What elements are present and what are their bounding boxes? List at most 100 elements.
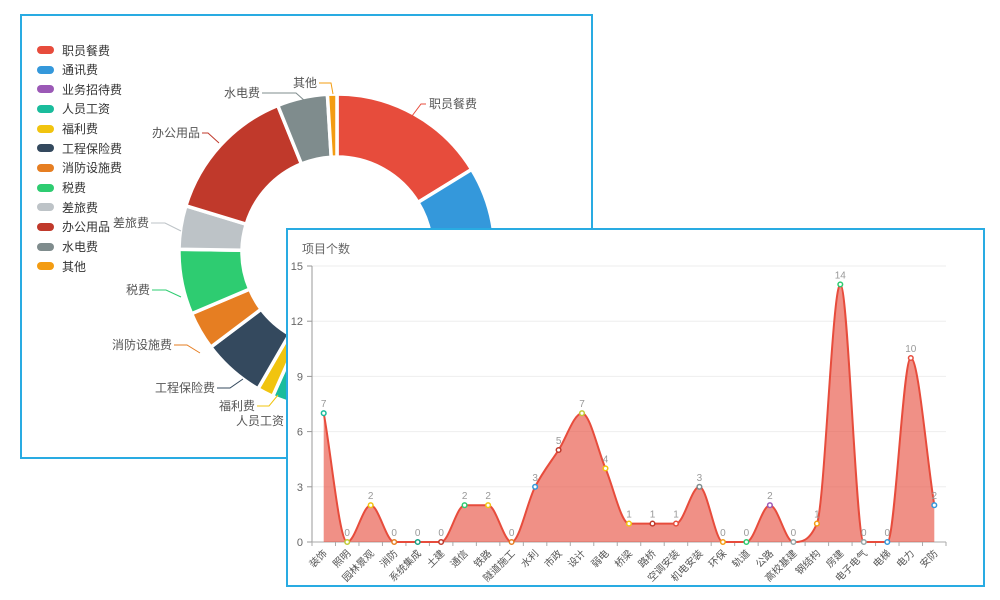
- data-point-marker-20[interactable]: [790, 538, 797, 546]
- legend-swatch: [37, 203, 54, 212]
- legend-swatch: [37, 242, 54, 251]
- y-axis-tick-label: 15: [291, 261, 303, 273]
- data-point-marker-8[interactable]: [508, 538, 515, 546]
- legend-label: 消防设施费: [62, 161, 123, 176]
- y-axis-tick-label: 0: [297, 537, 303, 549]
- legend-item-5[interactable]: 工程保险费: [37, 138, 122, 158]
- data-point-marker-5[interactable]: [438, 538, 445, 546]
- data-point-value-9: 3: [532, 473, 538, 484]
- legend-item-2[interactable]: 业务招待费: [37, 79, 122, 99]
- data-point-marker-24[interactable]: [884, 538, 891, 546]
- slice-callout-line-6: [174, 344, 201, 354]
- data-point-value-0: 7: [321, 399, 327, 410]
- data-point-marker-17[interactable]: [719, 538, 726, 546]
- x-axis-label-17: 环保: [706, 547, 729, 570]
- data-point-marker-11[interactable]: [578, 410, 586, 417]
- project-count-panel: 项目个数 0 3 6 9 12 15 7 装饰 0 照明 2 园林景观 0 消防 0 系统集成 0 土建 2 通信 2 铁…: [286, 228, 985, 587]
- slice-callout-label-9: 办公用品: [152, 125, 200, 140]
- data-point-marker-10[interactable]: [555, 446, 562, 454]
- data-point-value-3: 0: [391, 528, 397, 539]
- legend-item-7[interactable]: 税费: [37, 178, 86, 198]
- slice-callout-line-8: [151, 222, 182, 232]
- data-point-marker-25[interactable]: [907, 354, 914, 362]
- legend-item-3[interactable]: 人员工资: [37, 99, 110, 119]
- data-point-value-8: 0: [509, 528, 515, 539]
- data-point-value-12: 4: [603, 454, 609, 465]
- slice-callout-label-4: 福利费: [219, 398, 255, 413]
- legend-swatch: [37, 46, 54, 54]
- data-point-value-21: 1: [814, 510, 820, 521]
- slice-callout-line-10: [262, 92, 306, 102]
- data-point-marker-0[interactable]: [320, 410, 327, 417]
- data-point-marker-15[interactable]: [672, 520, 680, 527]
- legend-item-8[interactable]: 差旅费: [37, 197, 98, 217]
- data-point-marker-7[interactable]: [485, 502, 492, 509]
- data-point-marker-1[interactable]: [344, 538, 351, 546]
- data-point-marker-2[interactable]: [367, 502, 374, 509]
- data-point-marker-23[interactable]: [860, 538, 867, 546]
- x-axis-label-9: 水利: [519, 548, 542, 571]
- data-point-marker-22[interactable]: [837, 281, 844, 288]
- y-axis-tick-label: 6: [297, 427, 303, 439]
- data-point-marker-18[interactable]: [743, 538, 750, 546]
- slice-callout-line-7: [152, 289, 182, 298]
- legend-item-11[interactable]: 其他: [37, 256, 86, 276]
- legend-item-9[interactable]: 办公用品: [37, 217, 110, 237]
- slice-callout-label-11: 其他: [293, 76, 317, 90]
- data-point-value-19: 2: [767, 491, 773, 502]
- data-point-marker-6[interactable]: [461, 502, 468, 509]
- slice-callout-line-0: [411, 103, 426, 117]
- data-point-value-7: 2: [485, 491, 491, 502]
- legend-item-6[interactable]: 消防设施费: [37, 158, 122, 178]
- x-axis-label-6: 通信: [448, 548, 471, 571]
- x-axis-label-0: 装饰: [306, 547, 329, 570]
- data-point-value-22: 14: [835, 270, 847, 281]
- x-axis-label-26: 安防: [917, 547, 940, 570]
- legend-label: 工程保险费: [62, 141, 123, 156]
- legend-label: 福利费: [62, 122, 99, 137]
- data-point-marker-21[interactable]: [813, 520, 820, 527]
- data-point-marker-12[interactable]: [602, 465, 609, 472]
- y-axis-tick-label: 9: [297, 371, 303, 383]
- x-axis-label-21: 钢结构: [793, 547, 823, 577]
- slice-callout-label-6: 消防设施费: [112, 337, 172, 352]
- legend-label: 业务招待费: [62, 82, 123, 97]
- x-axis-label-10: 市政: [541, 547, 564, 570]
- data-point-marker-26[interactable]: [931, 502, 938, 509]
- data-point-value-14: 1: [650, 510, 656, 521]
- data-point-value-1: 0: [344, 528, 350, 539]
- data-point-marker-9[interactable]: [532, 483, 539, 490]
- data-point-marker-3[interactable]: [391, 538, 398, 546]
- legend-label: 水电费: [62, 240, 99, 254]
- legend-swatch: [37, 65, 54, 74]
- data-point-value-25: 10: [905, 344, 917, 355]
- legend-item-0[interactable]: 职员餐费: [37, 40, 110, 60]
- data-point-value-20: 0: [791, 528, 797, 539]
- data-point-marker-4[interactable]: [414, 538, 421, 546]
- legend-swatch: [37, 104, 54, 113]
- data-point-value-15: 1: [673, 510, 679, 521]
- data-point-value-10: 5: [556, 436, 562, 447]
- data-point-marker-14[interactable]: [649, 520, 656, 527]
- x-axis-label-12: 弱电: [588, 547, 611, 570]
- slice-callout-label-7: 税费: [126, 283, 150, 297]
- legend-label: 税费: [62, 181, 87, 196]
- data-point-marker-19[interactable]: [766, 502, 773, 509]
- chart-title: 项目个数: [302, 242, 351, 256]
- slice-callout-label-0: 职员餐费: [429, 96, 477, 111]
- legend-label: 办公用品: [62, 220, 111, 235]
- data-point-marker-16[interactable]: [696, 483, 703, 490]
- slice-callout-label-10: 水电费: [224, 86, 260, 100]
- data-point-value-11: 7: [579, 399, 585, 410]
- data-point-value-4: 0: [415, 528, 421, 539]
- donut-slice-11[interactable]: [325, 92, 339, 159]
- legend-swatch: [37, 183, 54, 192]
- legend-item-1[interactable]: 通讯费: [37, 60, 98, 80]
- legend-label: 职员餐费: [62, 43, 111, 58]
- data-point-marker-13[interactable]: [625, 520, 633, 527]
- legend-item-4[interactable]: 福利费: [37, 119, 98, 139]
- legend-swatch: [37, 222, 54, 231]
- legend-item-10[interactable]: 水电费: [37, 237, 98, 257]
- data-point-value-17: 0: [720, 528, 726, 539]
- legend-swatch: [37, 262, 54, 271]
